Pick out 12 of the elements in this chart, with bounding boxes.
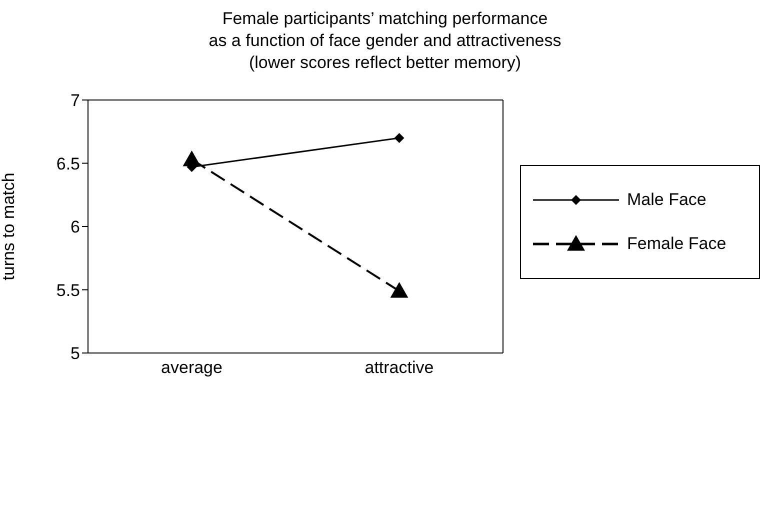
- x-tick-label: average: [161, 358, 222, 378]
- text: Male Face: [627, 190, 706, 210]
- y-tick-label: 6.5: [56, 154, 80, 174]
- y-axis-title: turns to match: [0, 172, 18, 280]
- y-tick-label: 7: [70, 91, 80, 110]
- chart-title: Female participants’ matching performance as a function of face gender and attractiveness (lower scores reflect better memory): [208, 8, 562, 74]
- x-tick-label: attractive: [364, 358, 434, 378]
- text: Female Face: [627, 234, 726, 254]
- y-tick-label: 6: [70, 218, 80, 237]
- y-tick-label: 5.5: [56, 280, 80, 300]
- point: [394, 132, 404, 143]
- y-tick-label: 5: [70, 344, 80, 364]
